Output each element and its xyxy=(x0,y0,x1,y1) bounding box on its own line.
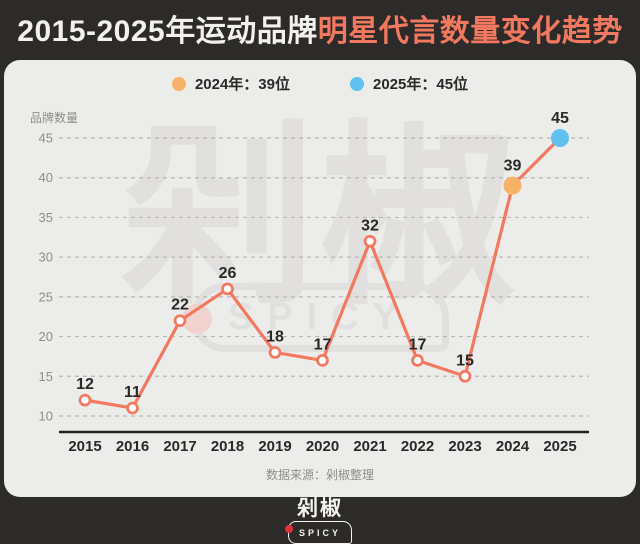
footer-logo-text: 剁椒 xyxy=(297,497,343,520)
svg-text:2015: 2015 xyxy=(68,438,101,455)
page-title-prefix: 2015-2025年运动品牌 xyxy=(17,15,318,48)
legend-label-2025: 2025年：45位 xyxy=(373,76,469,93)
svg-text:17: 17 xyxy=(409,336,427,353)
chart-legend: 2024年：39位 2025年：45位 xyxy=(4,73,636,94)
svg-text:15: 15 xyxy=(456,352,474,369)
svg-text:26: 26 xyxy=(219,265,237,282)
svg-text:2023: 2023 xyxy=(448,438,481,455)
legend-item-2024: 2024年：39位 xyxy=(171,73,290,94)
svg-text:32: 32 xyxy=(361,217,379,234)
svg-text:12: 12 xyxy=(76,376,94,393)
svg-text:40: 40 xyxy=(39,170,53,185)
footer-logo-subtext: SPICY xyxy=(298,528,341,538)
svg-text:2024: 2024 xyxy=(496,438,530,455)
svg-text:20: 20 xyxy=(39,329,53,344)
chart-card: 2024年：39位 2025年：45位 品牌数量 剁椒 SPICY 10 15 20… xyxy=(4,60,636,497)
svg-text:18: 18 xyxy=(266,328,284,345)
svg-text:11: 11 xyxy=(124,384,141,401)
legend-item-2025: 2025年：45位 xyxy=(350,73,468,94)
svg-text:2020: 2020 xyxy=(306,438,339,455)
svg-text:2022: 2022 xyxy=(401,438,434,455)
page-title: 2015-2025年运动品牌明星代言数量变化趋势 xyxy=(0,6,640,50)
footer-logo: 剁椒 SPICY xyxy=(0,498,640,544)
page-title-highlight: 明星代言数量变化趋势 xyxy=(317,15,623,48)
footer-logo-pepper-icon xyxy=(284,525,293,533)
y-axis-label: 品牌数量 xyxy=(30,111,79,125)
svg-text:10: 10 xyxy=(39,409,53,424)
svg-text:2016: 2016 xyxy=(116,438,149,455)
svg-text:39: 39 xyxy=(504,158,522,175)
svg-text:22: 22 xyxy=(171,297,189,314)
svg-text:15: 15 xyxy=(39,369,53,384)
svg-text:35: 35 xyxy=(39,210,53,225)
svg-text:2021: 2021 xyxy=(353,438,386,455)
svg-text:2018: 2018 xyxy=(211,438,244,455)
footer-logo-pill: SPICY xyxy=(284,521,352,544)
svg-text:2019: 2019 xyxy=(258,438,291,455)
svg-text:30: 30 xyxy=(39,250,53,265)
svg-text:45: 45 xyxy=(551,110,569,127)
legend-dot-2025-icon xyxy=(350,76,364,91)
legend-label-2024: 2024年：39位 xyxy=(194,76,290,93)
legend-dot-2024-icon xyxy=(171,76,186,91)
data-source-note: 数据来源：剁椒整理 xyxy=(265,468,374,482)
svg-text:2017: 2017 xyxy=(163,438,196,455)
svg-text:17: 17 xyxy=(314,336,332,353)
svg-text:2025: 2025 xyxy=(543,438,576,455)
svg-text:45: 45 xyxy=(39,131,53,146)
svg-text:25: 25 xyxy=(39,289,53,304)
